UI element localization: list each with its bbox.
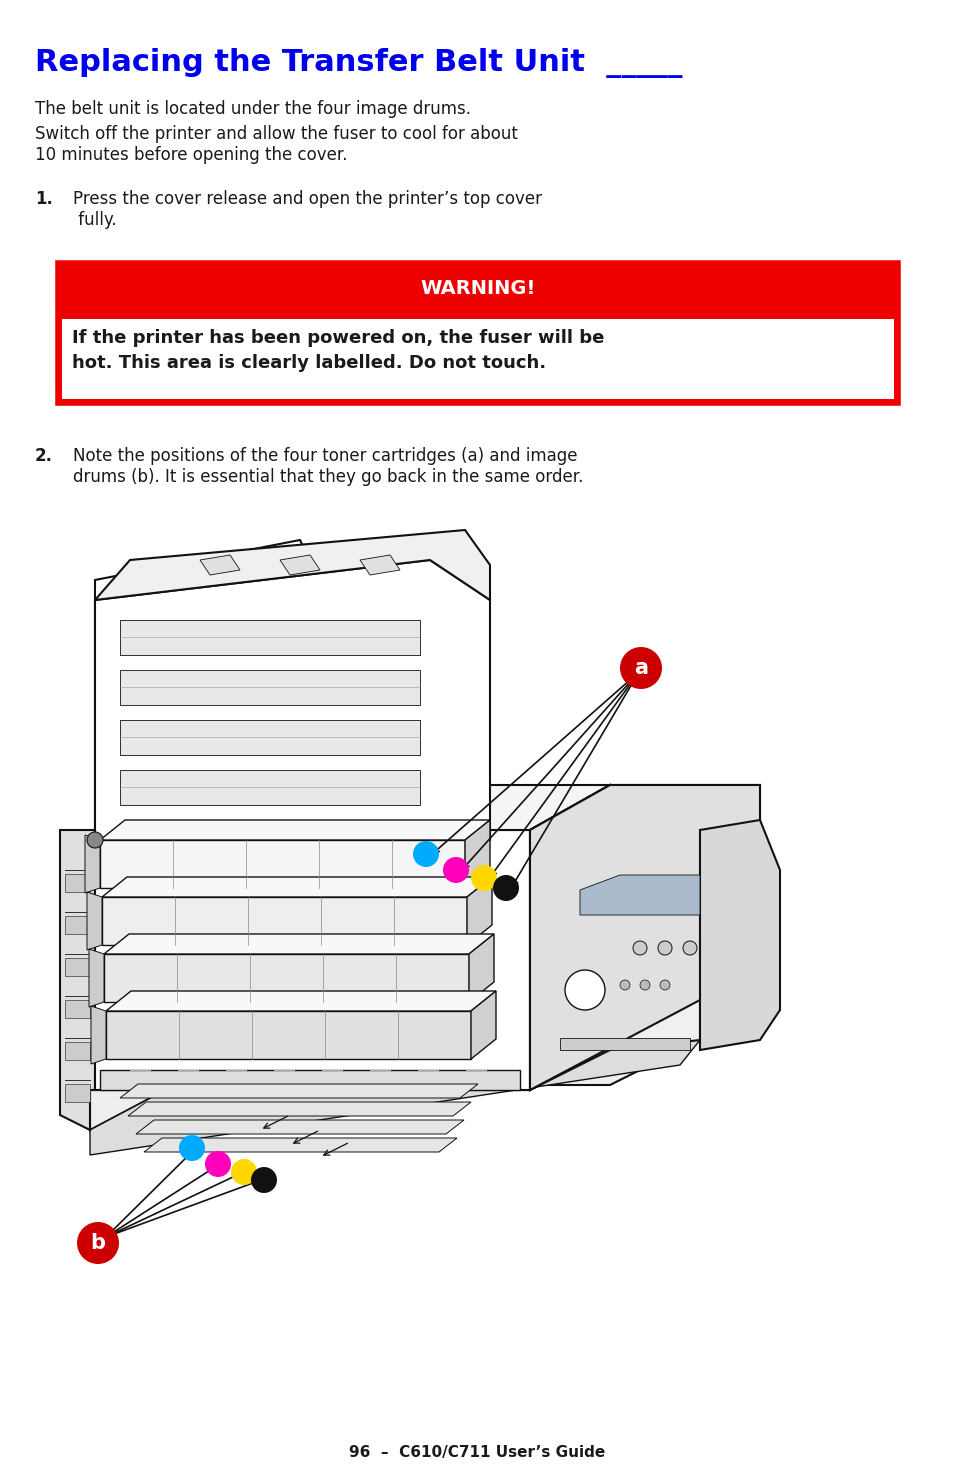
Polygon shape [530,785,760,1050]
Polygon shape [104,954,469,1002]
Circle shape [442,857,469,884]
Bar [65,1000,90,1018]
Polygon shape [87,892,102,950]
Polygon shape [530,785,760,1090]
Text: If the printer has been powered on, the fuser will be
hot. This area is clearly : If the printer has been powered on, the … [71,329,604,372]
Polygon shape [136,1120,463,1134]
Circle shape [77,1221,119,1264]
Polygon shape [100,820,490,839]
Polygon shape [95,540,330,839]
Text: The belt unit is located under the four image drums.: The belt unit is located under the four … [35,100,471,118]
Polygon shape [60,830,95,1130]
Polygon shape [467,878,492,945]
Polygon shape [359,555,399,575]
Circle shape [179,1134,205,1161]
Polygon shape [128,1102,471,1117]
Polygon shape [90,1000,700,1130]
Polygon shape [106,991,496,1010]
Circle shape [619,979,629,990]
Text: 1.: 1. [35,190,52,208]
Polygon shape [102,878,492,897]
Circle shape [251,1167,276,1193]
Polygon shape [95,530,490,600]
Polygon shape [120,720,419,755]
Polygon shape [100,1069,519,1090]
Text: Switch off the printer and allow the fuser to cool for about
10 minutes before o: Switch off the printer and allow the fus… [35,125,517,164]
Polygon shape [120,620,419,655]
Polygon shape [102,897,467,945]
Polygon shape [89,948,104,1007]
Polygon shape [464,820,490,888]
Polygon shape [100,839,464,888]
Text: 96  –  C610/C711 User’s Guide: 96 – C610/C711 User’s Guide [349,1444,604,1459]
Bar [58,263,897,403]
Circle shape [231,1159,256,1184]
Text: WARNING!: WARNING! [420,279,536,298]
Bar [65,957,90,976]
Circle shape [493,875,518,901]
Bar [65,1084,90,1102]
Circle shape [471,864,497,891]
Polygon shape [200,555,240,575]
Polygon shape [90,1040,700,1155]
Text: a: a [634,658,647,678]
Text: Replacing the Transfer Belt Unit  _____: Replacing the Transfer Belt Unit _____ [35,49,681,78]
Bar [65,916,90,934]
Polygon shape [95,830,530,1090]
Circle shape [658,941,671,954]
Text: Note the positions of the four toner cartridges (a) and image
drums (b). It is e: Note the positions of the four toner car… [73,447,583,485]
Polygon shape [91,1006,106,1063]
Circle shape [564,971,604,1010]
Polygon shape [120,670,419,705]
Circle shape [619,648,661,689]
Polygon shape [106,1010,471,1059]
Circle shape [639,979,649,990]
Polygon shape [144,1139,456,1152]
Polygon shape [95,560,490,839]
Bar [559,1038,689,1050]
Text: 2.: 2. [35,447,53,465]
Circle shape [682,941,697,954]
Circle shape [659,979,669,990]
Polygon shape [700,820,780,1050]
Polygon shape [579,875,700,914]
Polygon shape [469,934,494,1002]
Circle shape [205,1150,231,1177]
Polygon shape [471,991,496,1059]
Text: Press the cover release and open the printer’s top cover
 fully.: Press the cover release and open the pri… [73,190,541,229]
Circle shape [633,941,646,954]
Bar [65,875,90,892]
Bar [58,263,897,403]
Bar [62,319,893,400]
Polygon shape [530,785,609,1090]
Circle shape [87,832,103,848]
Text: b: b [91,1233,106,1252]
Polygon shape [85,835,100,892]
Bar [65,1041,90,1061]
Polygon shape [95,785,609,830]
Polygon shape [280,555,319,575]
Circle shape [413,841,438,867]
Polygon shape [104,934,494,954]
Polygon shape [120,770,419,805]
Polygon shape [120,1084,477,1097]
